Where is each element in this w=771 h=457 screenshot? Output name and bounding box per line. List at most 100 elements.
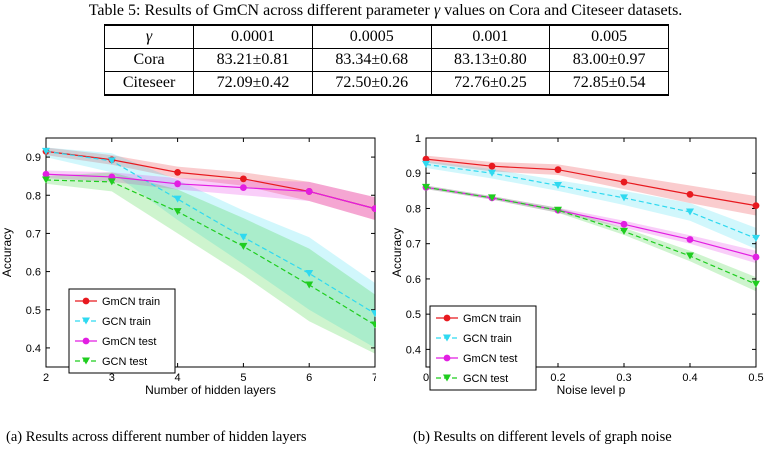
marker-gcn_train [42, 147, 50, 155]
axes-frame [425, 137, 757, 368]
marker-gcn_test [686, 252, 694, 260]
legend-label: GCN test [463, 373, 508, 385]
marker-gcn_test [371, 321, 376, 329]
x-tick-label: 3 [109, 372, 115, 384]
table-cell: 83.13±0.80 [430, 48, 551, 72]
y-axis-label: Accuracy [392, 228, 404, 277]
line-gmcn_test [425, 186, 757, 258]
marker-gmcn_train [443, 314, 451, 322]
table-header-cell: 0.0005 [311, 25, 432, 49]
table-caption-prefix: Table 5: Results of GmCN across differen… [88, 2, 430, 19]
table-cell: 72.85±0.54 [549, 71, 669, 95]
table-cell: 72.09±0.42 [193, 71, 313, 95]
table-header-cell: γ [103, 25, 195, 49]
line-gmcn_train [425, 158, 757, 207]
figure-noise-level: 00.10.20.30.40.50.40.50.60.70.80.91Noise… [392, 130, 766, 426]
chart-hidden-layers: 2 3 4 5 6 7 0.4 0.5 0.6 0.7 0.8 0.9 Number of hidden… [2, 137, 376, 397]
marker-gcn_test [488, 194, 496, 202]
line-gcn_train [425, 163, 757, 239]
y-tick-label: 0.6 [26, 267, 41, 279]
marker-gmcn_train [488, 162, 496, 170]
y-tick-label: 0.9 [26, 152, 41, 164]
x-tick-label: 2 [43, 372, 49, 384]
table-cell: 83.21±0.81 [193, 48, 313, 72]
marker-gcn_test [239, 242, 248, 250]
marker-gcn_test [305, 281, 314, 289]
marker-gcn_train [752, 234, 760, 242]
table-cell: 83.00±0.97 [549, 48, 669, 72]
marker-gmcn_test [305, 188, 313, 195]
table-caption-suffix: values on Cora and Citeseer datasets. [444, 2, 683, 19]
marker-gmcn_test [42, 170, 50, 178]
y-tick-label: 0.5 [26, 305, 41, 317]
table-cell: Cora [103, 48, 195, 72]
marker-gmcn_train [554, 166, 562, 174]
y-tick-label: 0.7 [26, 228, 41, 240]
x-tick-label: 4 [175, 372, 181, 384]
marker-gcn_train [371, 310, 376, 318]
marker-gcn_train [305, 269, 314, 277]
y-tick-label: 0.8 [26, 190, 41, 202]
marker-gcn_train [620, 194, 628, 202]
x-tick-label: 0 [423, 372, 429, 384]
y-tick-label: 0.6 [406, 274, 421, 286]
x-axis-label: Number of hidden layers [145, 383, 276, 397]
marker-gcn_train [173, 195, 182, 203]
marker-gcn_test [173, 208, 182, 216]
figure-hidden-layers: 2 3 4 5 6 7 0.4 0.5 0.6 0.7 0.8 0.9 Number of hidden… [2, 130, 376, 426]
legend-label: GCN train [102, 316, 151, 328]
y-tick-label: 1 [415, 133, 421, 145]
subcaption-b: (b) Results on different levels of graph… [413, 429, 672, 445]
marker-gcn_train [422, 160, 430, 168]
marker-gcn_train [488, 169, 496, 177]
table-caption: Table 5: Results of GmCN across differen… [0, 2, 771, 20]
marker-gcn_train [239, 233, 248, 241]
marker-gmcn_test [82, 337, 90, 345]
table-header-row: γ 0.0001 0.0005 0.001 0.005 [103, 25, 669, 49]
x-axis-label: Noise level p [557, 383, 626, 397]
marker-gcn_test [107, 178, 116, 186]
marker-gcn_train [443, 334, 451, 342]
marker-gmcn_train [620, 178, 628, 186]
table-row: Citeseer 72.09±0.42 72.50±0.26 72.76±0.2… [103, 71, 669, 95]
x-tick-label: 0.2 [550, 372, 565, 384]
marker-gcn_train [82, 317, 90, 325]
axes-frame [45, 137, 376, 368]
legend-label: GCN train [463, 333, 512, 345]
marker-gmcn_train [174, 168, 182, 176]
band-gmcn_test [46, 170, 375, 221]
table-header-cell: 0.005 [549, 25, 669, 49]
marker-gmcn_test [620, 220, 628, 228]
chart-noise-level: 00.10.20.30.40.50.40.50.60.70.80.91Noise… [392, 133, 764, 397]
x-tick-label: 0.4 [682, 372, 697, 384]
marker-gmcn_test [371, 205, 376, 213]
line-gcn_test [425, 186, 757, 285]
marker-gmcn_train [82, 297, 90, 305]
y-tick-label: 0.4 [406, 344, 421, 356]
table-header-cell: 0.001 [430, 25, 551, 49]
x-tick-label: 0.5 [748, 372, 763, 384]
table-header-cell: 0.0001 [193, 25, 313, 49]
marker-gcn_train [107, 157, 116, 165]
legend-label: GCN test [102, 356, 147, 368]
band-gmcn_train [426, 155, 756, 216]
marker-gmcn_train [686, 190, 694, 198]
y-tick-label: 0.7 [406, 239, 421, 251]
y-tick-label: 0.9 [406, 168, 421, 180]
marker-gmcn_test [174, 180, 182, 188]
marker-gmcn_test [686, 236, 694, 243]
subcaption-a: (a) Results across different number of h… [6, 429, 307, 445]
y-tick-label: 0.8 [406, 203, 421, 215]
marker-gmcn_test [443, 354, 451, 362]
legend-label: GmCN test [102, 336, 156, 348]
legend-label: GmCN train [463, 313, 521, 325]
marker-gcn_train [554, 182, 562, 190]
marker-gcn_test [422, 183, 430, 191]
band-gcn_train [426, 160, 756, 249]
table-row: Cora 83.21±0.81 83.34±0.68 83.13±0.80 83… [103, 48, 669, 72]
marker-gcn_test [554, 206, 562, 214]
legend-label: GmCN test [463, 353, 517, 365]
x-tick-label: 5 [240, 372, 246, 384]
marker-gmcn_train [240, 175, 247, 183]
marker-gmcn_test [240, 184, 247, 192]
